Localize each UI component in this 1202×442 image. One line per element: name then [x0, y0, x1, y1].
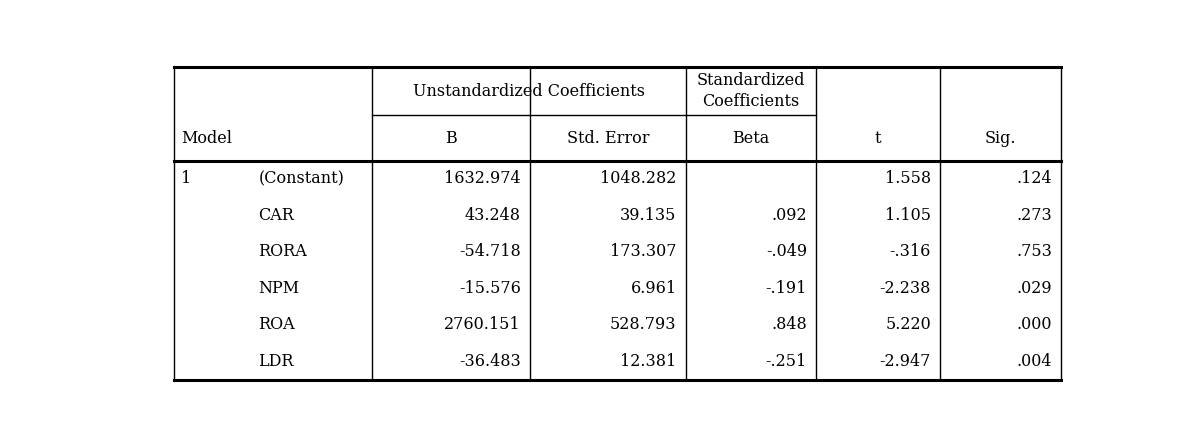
Text: .273: .273	[1016, 207, 1052, 224]
Text: .848: .848	[772, 316, 807, 333]
Text: .092: .092	[772, 207, 807, 224]
Text: 1.105: 1.105	[885, 207, 930, 224]
Text: -15.576: -15.576	[459, 280, 520, 297]
Text: 1048.282: 1048.282	[600, 170, 677, 187]
Text: 6.961: 6.961	[631, 280, 677, 297]
Text: -2.947: -2.947	[880, 353, 930, 370]
Text: -2.238: -2.238	[880, 280, 930, 297]
Text: .000: .000	[1017, 316, 1052, 333]
Text: Sig.: Sig.	[984, 130, 1017, 147]
Text: (Constant): (Constant)	[258, 170, 344, 187]
Text: 5.220: 5.220	[885, 316, 930, 333]
Text: -.251: -.251	[766, 353, 807, 370]
Text: B: B	[445, 130, 457, 147]
Text: -.049: -.049	[766, 244, 807, 260]
Text: -.316: -.316	[889, 244, 930, 260]
Text: Standardized
Coefficients: Standardized Coefficients	[697, 72, 805, 110]
Text: -.191: -.191	[766, 280, 807, 297]
Text: NPM: NPM	[258, 280, 299, 297]
Text: ROA: ROA	[258, 316, 294, 333]
Text: 1: 1	[182, 170, 191, 187]
Text: Std. Error: Std. Error	[567, 130, 649, 147]
Text: 43.248: 43.248	[465, 207, 520, 224]
Text: CAR: CAR	[258, 207, 294, 224]
Text: LDR: LDR	[258, 353, 293, 370]
Text: Model: Model	[182, 130, 232, 147]
Text: RORA: RORA	[258, 244, 307, 260]
Text: -36.483: -36.483	[459, 353, 520, 370]
Text: 1632.974: 1632.974	[445, 170, 520, 187]
Text: 2760.151: 2760.151	[445, 316, 520, 333]
Text: 12.381: 12.381	[620, 353, 677, 370]
Text: 1.558: 1.558	[885, 170, 930, 187]
Text: .753: .753	[1016, 244, 1052, 260]
Text: Beta: Beta	[732, 130, 769, 147]
Text: 173.307: 173.307	[611, 244, 677, 260]
Text: Unstandardized Coefficients: Unstandardized Coefficients	[413, 83, 645, 99]
Text: -54.718: -54.718	[459, 244, 520, 260]
Text: t: t	[875, 130, 881, 147]
Text: .004: .004	[1017, 353, 1052, 370]
Text: .029: .029	[1017, 280, 1052, 297]
Text: 528.793: 528.793	[611, 316, 677, 333]
Text: .124: .124	[1017, 170, 1052, 187]
Text: 39.135: 39.135	[620, 207, 677, 224]
